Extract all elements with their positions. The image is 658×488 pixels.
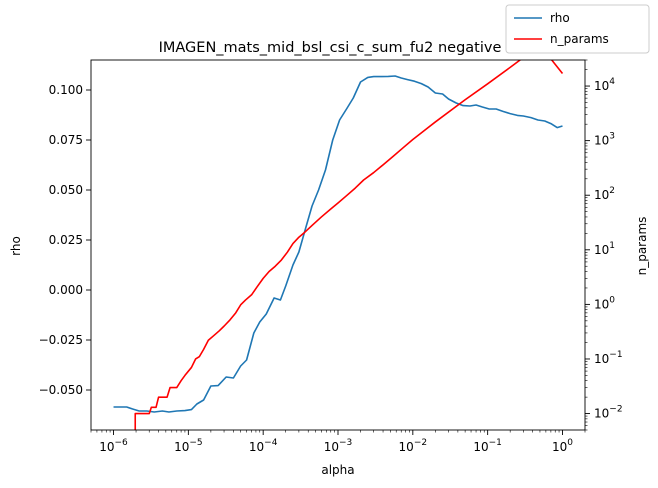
y-tick-label: 0.075 <box>49 133 83 147</box>
legend-label: rho <box>550 11 570 25</box>
x-tick-label: 10−6 <box>99 438 128 454</box>
y-tick-label: 0.000 <box>49 283 83 297</box>
legend-frame <box>505 4 650 54</box>
plot-area: 10−6 10−5 10−4 10−3 10−2 10−1 100 −0.050 −0.025 0… <box>39 59 623 454</box>
legend-label: n_params <box>550 32 609 46</box>
plot-frame <box>90 59 586 431</box>
legend: rho n_params <box>505 4 650 54</box>
y2-tick-label: 104 <box>594 77 615 93</box>
y2-tick-label: 10−1 <box>594 350 623 366</box>
x-tick-label: 10−5 <box>174 438 203 454</box>
y-tick-label: 0.100 <box>49 83 83 97</box>
x-tick-label: 10−4 <box>249 438 278 454</box>
x-tick-label: 10−2 <box>399 438 428 454</box>
y2-tick-label: 10−2 <box>594 405 623 421</box>
x-tick-label: 10−1 <box>473 438 502 454</box>
y-axis-label: rho <box>9 236 23 256</box>
series-line-rho <box>113 75 563 413</box>
y2-tick-label: 102 <box>594 186 615 202</box>
y2-tick-label: 101 <box>594 241 615 257</box>
x-tick-label: 100 <box>552 438 573 454</box>
y-tick-label: −0.050 <box>39 383 83 397</box>
y2-axis-label: n_params <box>635 217 649 276</box>
y-tick-label: 0.025 <box>49 233 83 247</box>
series-line-n_params <box>134 60 564 430</box>
series-group <box>113 60 564 430</box>
y-tick-label: 0.050 <box>49 183 83 197</box>
y2-tick-label: 100 <box>594 295 615 311</box>
y2-tick-label: 103 <box>594 132 615 148</box>
x-tick-label: 10−3 <box>324 438 353 454</box>
chart-title: IMAGEN_mats_mid_bsl_csi_c_sum_fu2 negati… <box>159 40 502 56</box>
x-axis-label: alpha <box>321 463 354 477</box>
y-tick-label: −0.025 <box>39 333 83 347</box>
